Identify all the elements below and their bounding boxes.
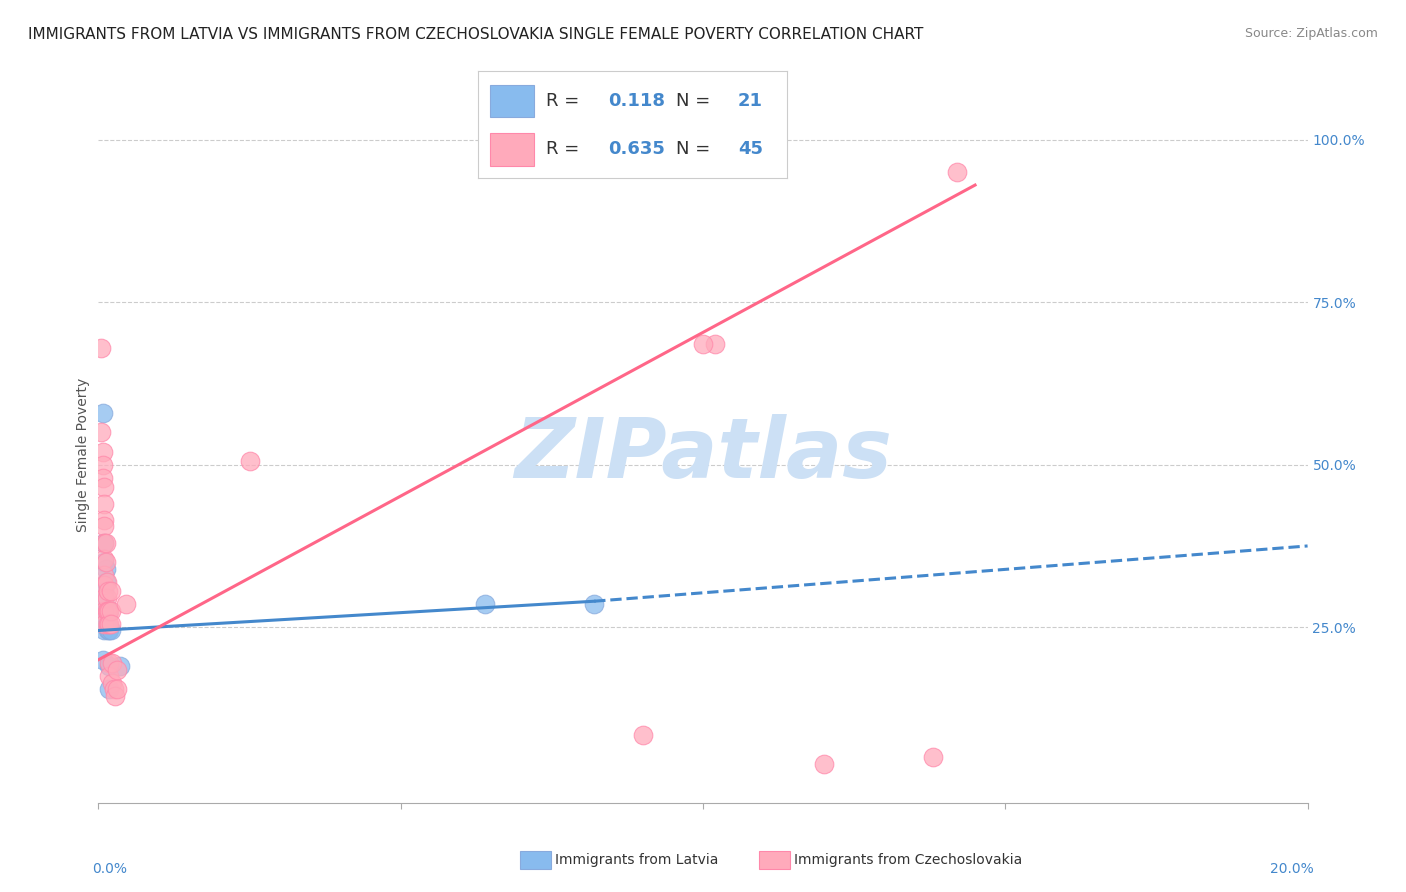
Point [239, 454, 262, 468]
Point [105, 663, 128, 677]
Point [98, 656, 121, 670]
Point [93, 519, 115, 533]
Point [91, 444, 114, 458]
Point [97, 604, 120, 618]
Point [474, 598, 496, 612]
Text: 0.118: 0.118 [607, 93, 665, 111]
Point [100, 604, 122, 618]
Text: R =: R = [546, 141, 585, 159]
Point [97, 624, 120, 638]
Point [946, 165, 969, 179]
Point [96, 600, 118, 615]
Point [98, 681, 121, 696]
Point [93, 497, 115, 511]
Point [91, 471, 114, 485]
Point [93, 591, 115, 605]
Point [93, 607, 115, 622]
Text: 0.0%: 0.0% [93, 862, 128, 876]
Point [93, 535, 115, 549]
Point [100, 675, 122, 690]
Point [90, 425, 112, 439]
Point [91, 653, 114, 667]
Point [93, 624, 115, 638]
Point [98, 624, 121, 638]
Text: R =: R = [546, 93, 585, 111]
Point [692, 337, 714, 351]
Point [98, 659, 121, 673]
Point [96, 591, 118, 605]
Text: IMMIGRANTS FROM LATVIA VS IMMIGRANTS FROM CZECHOSLOVAKIA SINGLE FEMALE POVERTY C: IMMIGRANTS FROM LATVIA VS IMMIGRANTS FRO… [28, 27, 924, 42]
Point [813, 756, 835, 771]
Point [114, 598, 136, 612]
Point [94, 535, 117, 549]
Point [100, 656, 122, 670]
Text: N =: N = [676, 93, 716, 111]
Point [93, 480, 115, 494]
Point [96, 617, 118, 632]
Point [921, 750, 943, 764]
Point [100, 617, 122, 632]
Text: Immigrants from Czechoslovakia: Immigrants from Czechoslovakia [794, 853, 1022, 867]
Point [97, 617, 120, 632]
Text: Immigrants from Latvia: Immigrants from Latvia [555, 853, 718, 867]
Point [94, 555, 117, 569]
FancyBboxPatch shape [491, 134, 534, 166]
Point [93, 552, 115, 566]
Text: ZIPatlas: ZIPatlas [515, 415, 891, 495]
FancyBboxPatch shape [491, 86, 534, 118]
Text: 21: 21 [738, 93, 763, 111]
Point [98, 617, 121, 632]
Text: 45: 45 [738, 141, 763, 159]
Y-axis label: Single Female Poverty: Single Female Poverty [76, 378, 90, 532]
Text: 20.0%: 20.0% [1270, 862, 1313, 876]
Text: 0.635: 0.635 [607, 141, 665, 159]
Point [631, 727, 654, 741]
Point [97, 584, 120, 599]
Point [93, 568, 115, 582]
Text: Source: ZipAtlas.com: Source: ZipAtlas.com [1244, 27, 1378, 40]
Point [93, 555, 115, 569]
Point [94, 574, 117, 589]
Point [100, 624, 122, 638]
Point [100, 584, 122, 599]
Point [91, 458, 114, 472]
Point [96, 604, 118, 618]
Point [583, 598, 606, 612]
Point [105, 681, 128, 696]
Point [91, 406, 114, 420]
Point [93, 535, 115, 549]
Point [93, 584, 115, 599]
Point [103, 681, 125, 696]
Point [93, 513, 115, 527]
Point [90, 341, 112, 355]
Point [93, 604, 115, 618]
Point [93, 578, 115, 592]
Point [94, 562, 117, 576]
Point [98, 669, 121, 683]
Point [93, 617, 115, 632]
Point [108, 659, 131, 673]
Point [93, 591, 115, 605]
Point [96, 574, 118, 589]
Point [97, 607, 120, 622]
Text: N =: N = [676, 141, 716, 159]
Point [98, 604, 121, 618]
Point [104, 689, 127, 703]
Point [704, 337, 727, 351]
